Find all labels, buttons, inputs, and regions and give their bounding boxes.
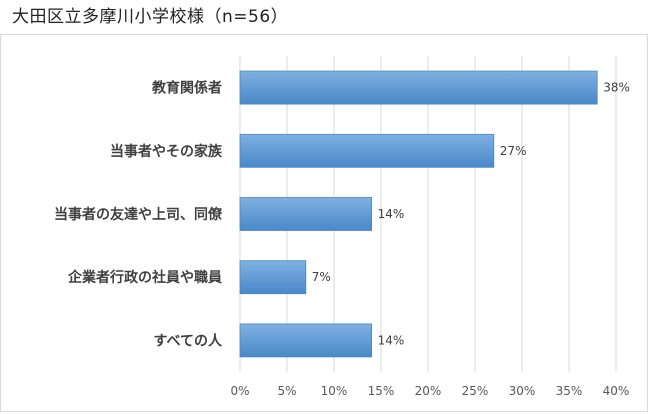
data-label: 38%: [603, 81, 630, 95]
x-tick-label: 40%: [603, 384, 630, 398]
bar: [239, 70, 598, 105]
category-label: 当事者の友達や上司、同僚: [54, 206, 223, 223]
bars: [239, 70, 598, 358]
data-labels: 38% 27% 14% 7% 14%: [312, 81, 630, 348]
x-tick-label: 20%: [415, 384, 442, 398]
x-tick-label: 15%: [368, 384, 395, 398]
category-label: 当事者やその家族: [110, 143, 223, 160]
x-tick-label: 5%: [277, 384, 296, 398]
bar: [239, 197, 373, 231]
bar: [239, 260, 307, 295]
data-label: 14%: [378, 207, 405, 221]
chart-frame: [0, 34, 648, 412]
x-tick-label: 0%: [230, 384, 249, 398]
category-label: すべての人: [154, 332, 223, 349]
x-tick-label: 30%: [509, 384, 536, 398]
x-axis-ticks: 0% 5% 10% 15% 20% 25% 30% 35% 40%: [230, 384, 629, 398]
x-tick-label: 10%: [321, 384, 348, 398]
data-label: 14%: [378, 333, 405, 347]
x-tick-label: 35%: [556, 384, 583, 398]
category-label: 教育関係者: [152, 80, 222, 97]
data-label: 27%: [500, 144, 527, 158]
category-labels: 教育関係者当事者やその家族当事者の友達や上司、同僚企業者行政の社員や職員すべての…: [54, 80, 223, 350]
category-label: 企業者行政の社員や職員: [67, 269, 222, 286]
bar: [239, 133, 495, 168]
bar: [239, 323, 373, 358]
chart-title: 大田区立多摩川小学校様（n=56）: [12, 7, 289, 27]
data-label: 7%: [312, 270, 331, 284]
x-tick-label: 25%: [462, 384, 489, 398]
